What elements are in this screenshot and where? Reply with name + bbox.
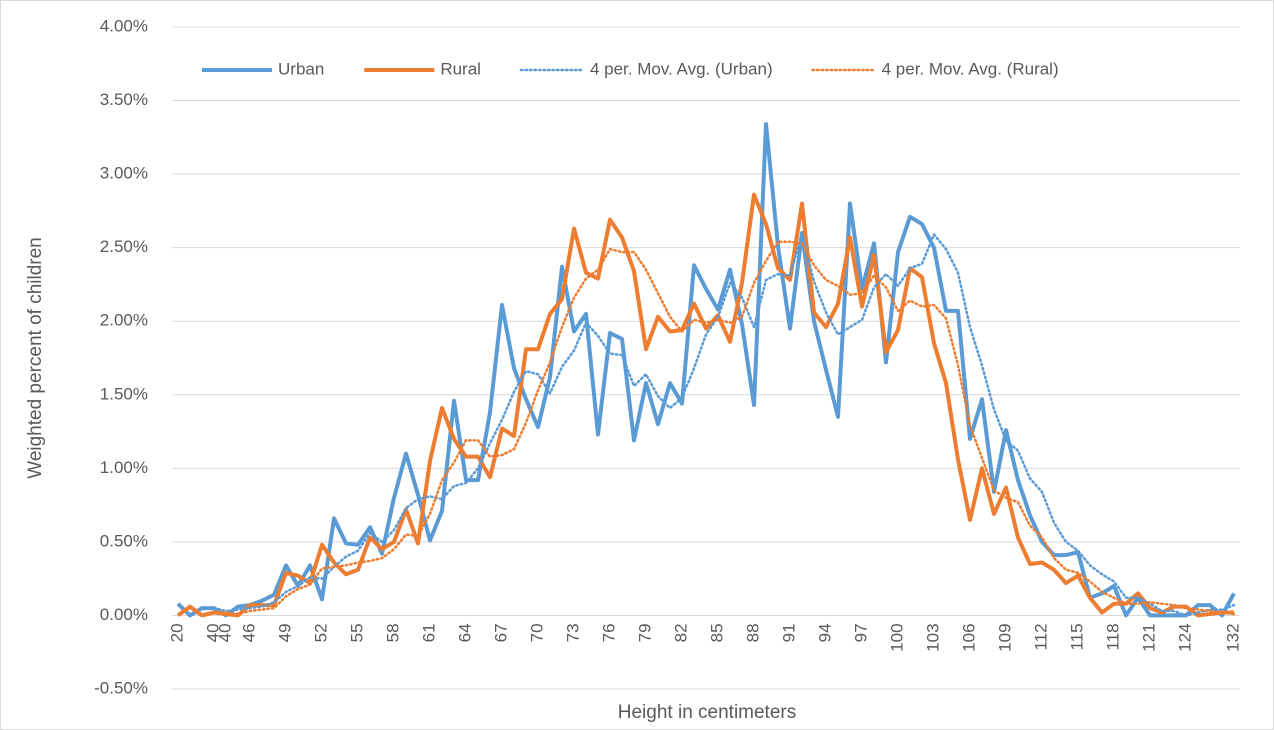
x-tick-label: 20 <box>167 623 186 642</box>
x-tick-label: 52 <box>311 623 330 642</box>
y-tick-label: -0.50% <box>94 678 148 697</box>
series-line <box>176 192 1234 618</box>
y-tick-label: 0.50% <box>100 531 148 550</box>
series-line <box>176 122 1236 618</box>
x-tick-label: 109 <box>995 623 1014 651</box>
x-tick-label: 76 <box>599 623 618 642</box>
x-tick-label: 40 <box>203 623 222 642</box>
legend-label: Urban <box>278 59 324 78</box>
x-tick-label: 58 <box>383 623 402 642</box>
x-tick-label: 46 <box>239 623 258 642</box>
legend-label: Rural <box>440 59 481 78</box>
x-tick-label: 64 <box>455 623 474 642</box>
x-tick-label: 67 <box>491 623 510 642</box>
x-tick-label: 88 <box>743 623 762 642</box>
x-tick-label: 106 <box>959 623 978 651</box>
x-tick-label: 112 <box>1031 623 1050 650</box>
x-axis-title: Height in centimeters <box>618 702 796 723</box>
x-tick-label: 118 <box>1103 623 1122 650</box>
trend-line <box>212 240 1236 616</box>
trend-line <box>212 231 1236 617</box>
y-tick-label: 4.00% <box>100 16 148 35</box>
x-tick-label: 94 <box>815 623 834 642</box>
x-tick-label: 70 <box>527 623 546 642</box>
x-tick-label: 132 <box>1223 623 1242 651</box>
x-tick-label: 100 <box>887 623 906 651</box>
y-tick-label: 1.00% <box>100 458 148 477</box>
y-tick-label: 2.50% <box>100 237 148 256</box>
x-tick-label: 73 <box>563 623 582 642</box>
x-tick-label: 91 <box>779 623 798 642</box>
y-tick-label: 3.00% <box>100 164 148 183</box>
x-tick-label: 124 <box>1175 623 1194 651</box>
y-axis-title: Weighted percent of children <box>25 237 46 479</box>
y-tick-label: 2.00% <box>100 311 148 330</box>
x-tick-label: 79 <box>635 623 654 642</box>
x-tick-label: 115 <box>1067 623 1086 650</box>
x-tick-label: 85 <box>707 623 726 642</box>
x-tick-label: 55 <box>347 623 366 642</box>
y-tick-label: 0.00% <box>100 605 148 624</box>
x-tick-label: 97 <box>851 623 870 642</box>
x-tick-label: 40 <box>215 623 234 642</box>
legend-label: 4 per. Mov. Avg. (Urban) <box>590 59 773 78</box>
x-tick-label: 49 <box>275 623 294 642</box>
y-tick-label: 3.50% <box>100 90 148 109</box>
x-tick-label: 82 <box>671 623 690 642</box>
legend-label: 4 per. Mov. Avg. (Rural) <box>882 59 1059 78</box>
x-tick-label: 61 <box>419 623 438 642</box>
y-tick-label: 1.50% <box>100 384 148 403</box>
x-tick-label: 103 <box>923 623 942 651</box>
x-tick-label: 121 <box>1139 623 1158 651</box>
